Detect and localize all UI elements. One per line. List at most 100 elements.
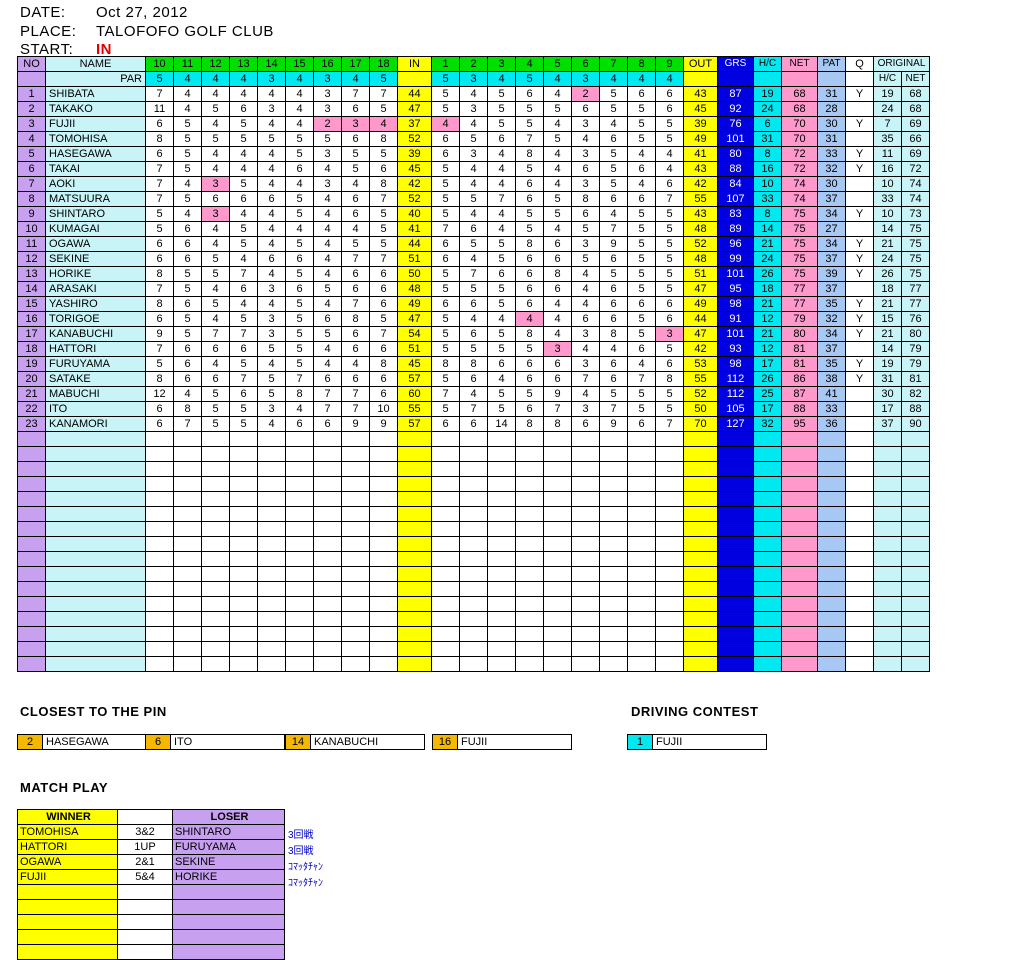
hole-score (515, 551, 544, 567)
putts: 37 (817, 281, 846, 297)
hole-score: 4 (201, 116, 230, 132)
putts (817, 656, 846, 672)
gross-score: 101 (717, 131, 754, 147)
hole-score (285, 656, 314, 672)
hole-score: 4 (431, 116, 460, 132)
qualified-flag (845, 581, 874, 597)
player-no: 21 (17, 386, 46, 402)
hole-score (515, 626, 544, 642)
hole-score: 3 (257, 101, 286, 117)
hole-score: 4 (313, 221, 342, 237)
hole-score: 6 (627, 341, 656, 357)
hole-score (515, 581, 544, 597)
hole-score: 5 (599, 386, 628, 402)
hole-score (571, 566, 600, 582)
hole-score (313, 491, 342, 507)
hole-score: 5 (369, 236, 398, 252)
hole-score: 5 (431, 341, 460, 357)
qualified-flag (845, 626, 874, 642)
player-row: 21 MABUCHI 12 4 5 6 5 8 7 7 6 60 7 4 5 5 9 4 5 5 5 52 112 25 87 4… (17, 386, 930, 402)
hole-score: 7 (201, 326, 230, 342)
hole-score: 5 (313, 131, 342, 147)
qualified-flag: Y (845, 161, 874, 177)
hole-score: 4 (257, 416, 286, 432)
hole-score (145, 596, 174, 612)
hole-score: 5 (341, 236, 370, 252)
match-note: 3回戦 (288, 846, 314, 857)
player-no (17, 461, 46, 477)
hole-score: 4 (313, 251, 342, 267)
in-total: 37 (397, 116, 432, 132)
hole-score (145, 536, 174, 552)
hole-score (369, 536, 398, 552)
hole-score (201, 596, 230, 612)
hole-score (487, 656, 516, 672)
hole-score: 4 (487, 206, 516, 222)
hole-score (515, 566, 544, 582)
hole-score (341, 446, 370, 462)
hole-score (341, 491, 370, 507)
hole-score (369, 551, 398, 567)
hole-score (571, 626, 600, 642)
col-orig-net-header: NET (901, 71, 930, 87)
handicap (753, 581, 782, 597)
hole-score: 8 (599, 326, 628, 342)
original-handicap: 21 (873, 326, 902, 342)
hole-score: 7 (431, 386, 460, 402)
match-result (117, 899, 173, 915)
hole-score (431, 581, 460, 597)
empty-row (17, 641, 930, 657)
player-row: 17 KANABUCHI 9 5 7 7 3 5 5 6 7 54 5 6 5 8 4 3 8 5 3 47 101 21 80… (17, 326, 930, 342)
hole-score: 4 (285, 86, 314, 102)
hole-score: 4 (571, 281, 600, 297)
net-score: 75 (781, 251, 818, 267)
hole-score: 6 (459, 371, 488, 387)
hole-score (599, 431, 628, 447)
net-score: 95 (781, 416, 818, 432)
hole-score (285, 431, 314, 447)
hole-score: 5 (201, 266, 230, 282)
in-total: 52 (397, 191, 432, 207)
player-row: 5 HASEGAWA 6 5 4 4 4 5 3 5 5 39 6 3 4 8 4 3 5 4 4 41 80 8 72 33 Y 1… (17, 146, 930, 162)
gross-score (717, 626, 754, 642)
hole-score (145, 446, 174, 462)
hole-score (459, 506, 488, 522)
net-score: 77 (781, 281, 818, 297)
hole-score: 6 (515, 356, 544, 372)
net-score (781, 611, 818, 627)
hole-score (431, 566, 460, 582)
hole-score: 4 (487, 161, 516, 177)
putts (817, 476, 846, 492)
player-name: MATSUURA (45, 191, 146, 207)
hole-score (313, 476, 342, 492)
match-result: 5&4 (117, 869, 173, 885)
hole-score: 5 (369, 101, 398, 117)
hole-score: 5 (627, 401, 656, 417)
hole-score: 4 (459, 161, 488, 177)
hole-score: 4 (571, 341, 600, 357)
hole-score (257, 641, 286, 657)
hole-header: 15 (285, 56, 314, 72)
hole-score: 6 (313, 311, 342, 327)
hole-score (341, 641, 370, 657)
hole-score (173, 491, 202, 507)
hole-score (459, 461, 488, 477)
hole-score: 4 (459, 251, 488, 267)
net-score: 70 (781, 131, 818, 147)
hole-score (515, 596, 544, 612)
hole-score: 5 (655, 116, 684, 132)
hole-score (487, 611, 516, 627)
hole-score: 5 (285, 296, 314, 312)
hole-score (313, 551, 342, 567)
empty-row (17, 446, 930, 462)
player-no: 3 (17, 116, 46, 132)
match-result: 2&1 (117, 854, 173, 870)
par-value: 4 (487, 71, 516, 87)
hole-score: 6 (599, 356, 628, 372)
gross-score (717, 491, 754, 507)
putts: 27 (817, 221, 846, 237)
hole-score: 3 (201, 176, 230, 192)
award-hole-number: 6 (146, 735, 171, 749)
hole-score (655, 551, 684, 567)
out-total: 70 (683, 416, 718, 432)
